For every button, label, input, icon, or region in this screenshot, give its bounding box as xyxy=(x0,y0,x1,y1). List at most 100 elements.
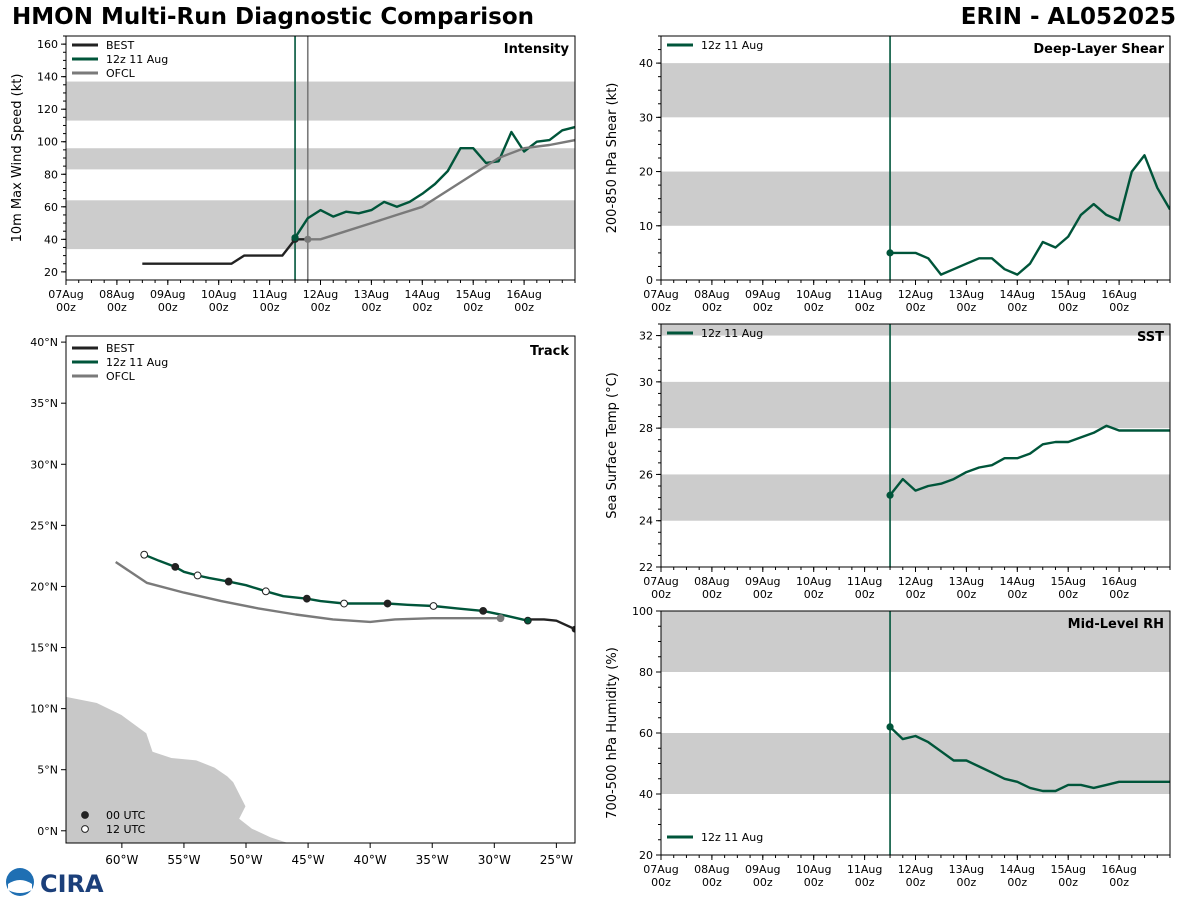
rh-xtick-label: 16Aug 00z xyxy=(1101,863,1136,889)
rh-xtick-label-line: 00z xyxy=(753,876,773,889)
sst-xtick-label-line: 00z xyxy=(906,588,926,601)
intensity-xtick-label-line: 00z xyxy=(514,301,534,314)
shear-ytick-label: 0 xyxy=(646,274,653,287)
rh-xtick-label: 07Aug 00z xyxy=(643,863,678,889)
rh-band xyxy=(661,733,1170,794)
sst-marker-run xyxy=(886,491,894,499)
track-point-run xyxy=(479,606,488,615)
track-ytick-label: 25°N xyxy=(30,519,58,532)
track-marker-legend-symbol xyxy=(81,825,89,833)
sst-xtick-label: 09Aug 00z xyxy=(745,575,780,601)
sst-xtick-label-line: 08Aug xyxy=(694,575,729,588)
intensity-xtick-label-line: 00z xyxy=(463,301,483,314)
noaa-wave-icon xyxy=(8,880,32,893)
intensity-xtick-label-line: 00z xyxy=(209,301,229,314)
sst-xtick-label: 14Aug 00z xyxy=(1000,575,1035,601)
track-series-best xyxy=(527,618,575,631)
shear-xtick-label: 10Aug 00z xyxy=(796,288,831,314)
sst-ytick-label: 22 xyxy=(639,561,653,574)
intensity-series-ofcl xyxy=(307,138,575,241)
shear-xtick-label-line: 00z xyxy=(1109,301,1129,314)
intensity-xtick-label: 16Aug 00z xyxy=(506,288,541,314)
shear-xtick-label-line: 07Aug xyxy=(643,288,678,301)
track-point-run xyxy=(171,562,180,571)
sst-ytick-label: 30 xyxy=(639,376,653,389)
intensity-xtick-label-line: 16Aug xyxy=(506,288,541,301)
track-point-run xyxy=(193,571,202,580)
rh-band xyxy=(661,611,1170,672)
intensity-xtick-label-line: 13Aug xyxy=(354,288,389,301)
rh-xtick-label-line: 09Aug xyxy=(745,863,780,876)
sst-xtick-label-line: 10Aug xyxy=(796,575,831,588)
shear-ytick-label: 20 xyxy=(639,166,653,179)
shear-xtick-label: 09Aug 00z xyxy=(745,288,780,314)
shear-xtick-label: 14Aug 00z xyxy=(1000,288,1035,314)
shear-xtick-label: 16Aug 00z xyxy=(1101,288,1136,314)
rh-xtick-label-line: 00z xyxy=(906,876,926,889)
rh-ytick-label: 20 xyxy=(639,849,653,862)
track-ytick-label: 40°N xyxy=(30,336,58,349)
intensity-xtick-label: 15Aug 00z xyxy=(455,288,490,314)
sst-legend-label: 12z 11 Aug xyxy=(701,327,763,340)
shear-xtick-label: 07Aug 00z xyxy=(643,288,678,314)
shear-xtick-label-line: 00z xyxy=(1007,301,1027,314)
track-xtick-label: 55°W xyxy=(167,853,200,867)
sst-xtick-label: 10Aug 00z xyxy=(796,575,831,601)
sst-xtick-label: 11Aug 00z xyxy=(847,575,882,601)
intensity-xtick-label-line: 15Aug xyxy=(455,288,490,301)
sst-xtick-label-line: 00z xyxy=(957,588,977,601)
rh-ytick-label: 80 xyxy=(639,666,653,679)
intensity-xtick-label: 12Aug 00z xyxy=(303,288,338,314)
track-legend-label: BEST xyxy=(106,342,134,355)
rh-xtick-label-line: 00z xyxy=(1007,876,1027,889)
sst-xtick-label-line: 12Aug xyxy=(898,575,933,588)
shear-ytick-label: 10 xyxy=(639,220,653,233)
rh-series-run xyxy=(889,726,1170,793)
track-xtick-label: 40°W xyxy=(354,853,387,867)
intensity-ytick-label: 80 xyxy=(44,168,58,181)
intensity-xtick-label: 13Aug 00z xyxy=(354,288,389,314)
track-ytick-label: 30°N xyxy=(30,458,58,471)
shear-xtick-label-line: 00z xyxy=(906,301,926,314)
shear-ylabel: 200-850 hPa Shear (kt) xyxy=(605,83,620,234)
sst-xtick-label: 13Aug 00z xyxy=(949,575,984,601)
track-xtick-label: 60°W xyxy=(105,853,138,867)
track-marker-legend-label: 12 UTC xyxy=(106,823,146,836)
intensity-ytick-label: 100 xyxy=(37,136,58,149)
shear-xtick-label: 15Aug 00z xyxy=(1050,288,1085,314)
rh-xtick-label: 14Aug 00z xyxy=(1000,863,1035,889)
intensity-xtick-label-line: 00z xyxy=(362,301,382,314)
intensity-series-best xyxy=(142,238,308,265)
shear-xtick-label-line: 11Aug xyxy=(847,288,882,301)
shear-xtick-label-line: 14Aug xyxy=(1000,288,1035,301)
track-series-ofcl xyxy=(115,561,501,624)
intensity-xtick-label-line: 00z xyxy=(158,301,178,314)
track-series-run xyxy=(143,553,529,622)
intensity-band xyxy=(66,148,575,170)
sst-xtick-label-line: 15Aug xyxy=(1050,575,1085,588)
intensity-marker-ofcl xyxy=(304,235,312,243)
sst-ytick-label: 28 xyxy=(639,422,653,435)
shear-xtick-label-line: 00z xyxy=(1058,301,1078,314)
sst-band xyxy=(661,381,1170,429)
intensity-legend-label: OFCL xyxy=(106,67,136,80)
track-xtick-label: 50°W xyxy=(229,853,262,867)
track-xtick-label: 45°W xyxy=(292,853,325,867)
intensity-band xyxy=(66,81,575,121)
intensity-xtick-label: 14Aug 00z xyxy=(405,288,440,314)
shear-xtick-label: 12Aug 00z xyxy=(898,288,933,314)
track-marker-legend-symbol xyxy=(81,811,89,819)
sst-xtick-label-line: 00z xyxy=(1109,588,1129,601)
rh-legend-label: 12z 11 Aug xyxy=(701,831,763,844)
shear-xtick-label-line: 00z xyxy=(702,301,722,314)
shear-xtick-label-line: 00z xyxy=(804,301,824,314)
sst-title: SST xyxy=(1137,330,1164,345)
rh-xtick-label: 13Aug 00z xyxy=(949,863,984,889)
sst-frame xyxy=(660,323,1171,568)
rh-xtick-label-line: 10Aug xyxy=(796,863,831,876)
rh-xtick-label-line: 07Aug xyxy=(643,863,678,876)
cira-logo-text: CIRA xyxy=(40,870,104,898)
